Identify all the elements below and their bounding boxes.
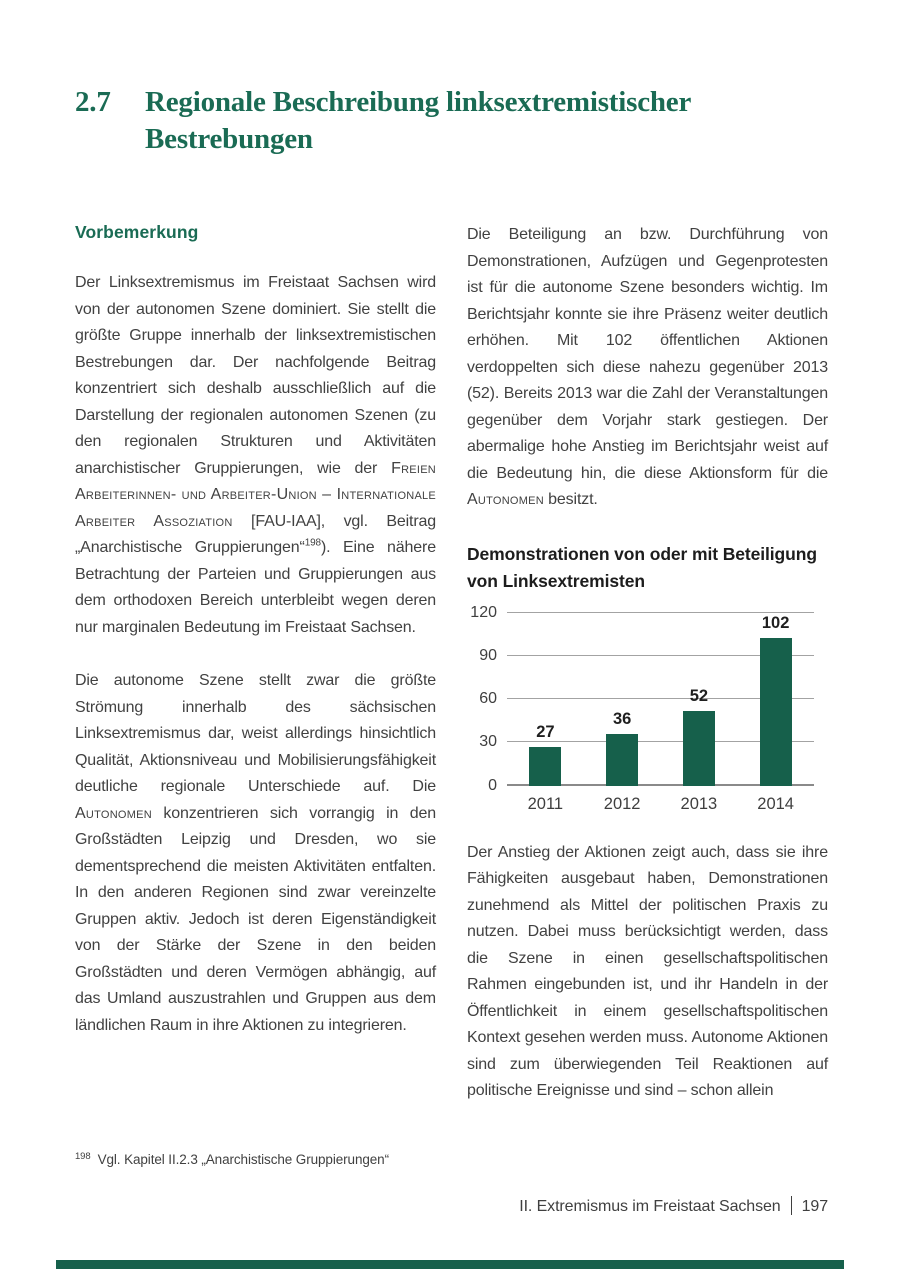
chart-ytick-label: 30 bbox=[479, 733, 497, 751]
chart-gridline bbox=[507, 611, 814, 613]
chart-ytick-label: 60 bbox=[479, 690, 497, 707]
chart-xtick-label: 2013 bbox=[680, 794, 718, 813]
chart-gridline bbox=[507, 783, 814, 786]
right-column: Die Beteiligung an bzw. Durchführung von… bbox=[467, 222, 828, 1105]
chart-bar bbox=[606, 733, 639, 786]
chart-bar-group: 27 bbox=[507, 613, 584, 786]
autonome-smallcaps: Autonomen bbox=[75, 804, 152, 822]
chart-bar-group: 102 bbox=[737, 613, 814, 786]
organization-name-smallcaps: Freien Arbeiterinnen- und Arbeiter-Union… bbox=[75, 459, 436, 530]
chart-plot: 0 30 60 90 120 27 36 52 102 bbox=[467, 604, 828, 793]
section-number: 2.7 bbox=[75, 86, 111, 118]
autonome-smallcaps: Autonomen bbox=[467, 491, 544, 508]
text-run: [FAU-IAA], vgl. Beitrag „Anarchistische … bbox=[75, 512, 436, 557]
footnote-ref-inline: 198 bbox=[304, 537, 321, 549]
chart-ytick-label: 0 bbox=[488, 776, 497, 794]
chart-ytick-label: 120 bbox=[470, 603, 497, 621]
chart-bar bbox=[759, 638, 792, 786]
text-run: besitzt. bbox=[543, 491, 598, 508]
text-run: ). Eine nähere Betrachtung der Parteien … bbox=[75, 539, 436, 636]
chart-bar-group: 52 bbox=[661, 613, 738, 786]
chart-bar bbox=[529, 746, 562, 786]
chart-x-axis: 2011 2012 2013 2014 bbox=[507, 795, 814, 814]
text-run: konzentrieren sich vorrangig in den Groß… bbox=[75, 804, 436, 1034]
chart-gridline bbox=[507, 741, 814, 743]
footnote-number: 198 bbox=[75, 1150, 91, 1162]
page-footer: II. Extremismus im Freistaat Sachsen 197 bbox=[519, 1196, 828, 1216]
chart-title: Demonstrationen von oder mit Beteiligung… bbox=[467, 543, 817, 591]
text-run: Die autonome Szene stellt zwar die größt… bbox=[75, 672, 436, 795]
footnote: 198 Vgl. Kapitel II.2.3 „Anarchistische G… bbox=[75, 1150, 390, 1167]
chart-bar-group: 36 bbox=[584, 613, 661, 786]
chart-ytick-label: 90 bbox=[479, 646, 497, 664]
chart-bar-value-label: 102 bbox=[761, 614, 790, 633]
subsection-heading: Vorbemerkung bbox=[75, 222, 199, 242]
bottom-green-bar bbox=[56, 1260, 844, 1269]
section-title-line2: Bestrebungen bbox=[145, 123, 313, 155]
paragraph-vorbemerkung-2: Die autonome Szene stellt zwar die größt… bbox=[75, 668, 436, 1039]
demonstrations-bar-chart: 0 30 60 90 120 27 36 52 102 2011 2012 2013 2014 bbox=[467, 604, 828, 814]
footer-divider bbox=[790, 1196, 792, 1215]
chart-bar-value-label: 36 bbox=[612, 709, 632, 728]
chart-xtick-label: 2012 bbox=[603, 794, 641, 813]
footer-page-number: 197 bbox=[801, 1198, 829, 1215]
paragraph-vorbemerkung-1: Der Linksextremismus im Freistaat Sachse… bbox=[75, 270, 436, 641]
chart-xtick-label: 2014 bbox=[757, 794, 794, 813]
text-run: Der Linksextremismus im Freistaat Sachse… bbox=[75, 274, 436, 477]
chart-bars: 27 36 52 102 bbox=[507, 613, 814, 786]
chart-bar-value-label: 27 bbox=[536, 722, 555, 741]
chart-xtick-label: 2011 bbox=[527, 794, 564, 813]
paragraph-demonstrationen: Die Beteiligung an bzw. Durchführung von… bbox=[467, 222, 828, 514]
footer-section-label: II. Extremismus im Freistaat Sachsen bbox=[519, 1198, 781, 1215]
chart-gridline bbox=[507, 698, 814, 699]
chart-bar-value-label: 52 bbox=[689, 686, 709, 705]
footnote-text: Vgl. Kapitel II.2.3 „Anarchistische Grup… bbox=[97, 1152, 390, 1167]
section-heading: 2.7 Regionale Beschreibung linksextremis… bbox=[75, 84, 691, 158]
chart-bar bbox=[682, 710, 715, 786]
chart-gridline bbox=[507, 654, 814, 656]
left-column: Vorbemerkung Der Linksextremismus im Fre… bbox=[75, 222, 436, 1039]
section-title: Regionale Beschreibung linksextremistisc… bbox=[145, 84, 691, 158]
paragraph-anstieg: Der Anstieg der Aktionen zeigt auch, das… bbox=[467, 843, 828, 1100]
section-title-line1: Regionale Beschreibung linksextremistisc… bbox=[145, 86, 692, 118]
text-run: Die Beteiligung an bzw. Durchführung von… bbox=[467, 226, 828, 482]
